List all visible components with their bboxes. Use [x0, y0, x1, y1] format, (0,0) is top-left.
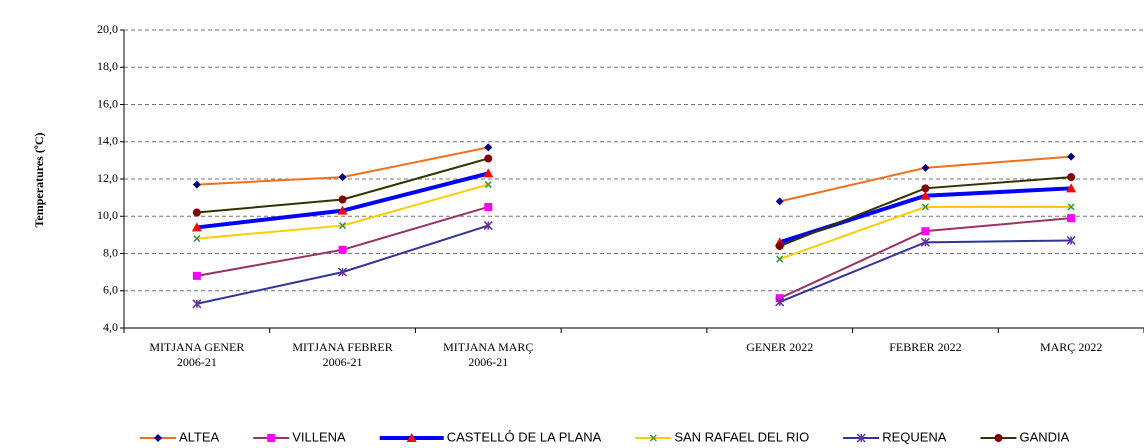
- marker: [337, 205, 348, 215]
- legend-label: GANDIA: [1019, 429, 1069, 444]
- y-axis-label: Temperatures (ºC): [32, 133, 46, 228]
- marker: [483, 221, 493, 231]
- marker: [338, 267, 348, 277]
- marker: [192, 299, 202, 309]
- x-tick-label: MITJANA MARÇ: [443, 340, 533, 354]
- marker: [483, 168, 494, 178]
- marker: [267, 434, 276, 442]
- y-tick-label: 6,0: [103, 283, 118, 297]
- y-tick-label: 12,0: [97, 171, 118, 185]
- y-tick-label: 14,0: [97, 134, 118, 148]
- marker: [193, 235, 201, 243]
- series-line: [196, 157, 1072, 247]
- marker: [484, 143, 493, 152]
- x-tick-label: FEBRER 2022: [889, 340, 961, 354]
- marker: [921, 163, 930, 172]
- marker: [776, 255, 784, 263]
- legend-item: REQUENA: [843, 429, 947, 444]
- marker: [921, 227, 930, 236]
- y-tick-label: 16,0: [97, 96, 118, 110]
- marker: [775, 242, 784, 251]
- marker: [484, 181, 492, 189]
- legend-label: VILLENA: [292, 429, 346, 444]
- marker: [1067, 152, 1076, 161]
- marker: [406, 433, 417, 442]
- marker: [1067, 173, 1076, 182]
- legend-item: GANDIA: [980, 429, 1070, 444]
- marker: [921, 184, 930, 193]
- marker: [1066, 183, 1077, 193]
- x-tick-label: 2006-21: [468, 355, 508, 369]
- legend-label: SAN RAFAEL DEL RIO: [674, 429, 809, 444]
- marker: [921, 203, 929, 211]
- marker: [1067, 203, 1075, 211]
- x-tick-label: MITJANA GENER: [149, 340, 244, 354]
- marker: [856, 433, 866, 443]
- marker: [1067, 214, 1076, 223]
- x-tick-label: MITJANA FEBRER: [292, 340, 392, 354]
- marker: [649, 434, 657, 442]
- series-line: [196, 205, 1072, 300]
- marker: [154, 434, 162, 442]
- x-tick-label: 2006-21: [323, 355, 363, 369]
- legend-label: CASTELLÓ DE LA PLANA: [447, 429, 602, 444]
- series-line: [196, 224, 1072, 305]
- y-tick-label: 20,0: [97, 22, 118, 36]
- marker: [775, 197, 784, 206]
- y-tick-label: 8,0: [103, 245, 118, 259]
- marker: [994, 434, 1003, 442]
- marker: [920, 190, 931, 200]
- marker: [191, 222, 202, 232]
- marker: [339, 222, 347, 230]
- x-tick-label: MARÇ 2022: [1040, 340, 1102, 354]
- marker: [192, 271, 201, 280]
- marker: [338, 245, 347, 254]
- marker: [338, 173, 347, 182]
- marker: [338, 195, 347, 204]
- legend-item: VILLENA: [253, 429, 346, 444]
- marker: [1066, 235, 1076, 245]
- x-tick-label: GENER 2022: [746, 340, 813, 354]
- legend-item: CASTELLÓ DE LA PLANA: [379, 429, 602, 444]
- marker: [484, 154, 493, 163]
- x-tick-label: 2006-21: [177, 355, 217, 369]
- y-tick-label: 10,0: [97, 208, 118, 222]
- y-tick-label: 18,0: [97, 59, 118, 73]
- legend-label: ALTEA: [179, 429, 220, 444]
- marker: [192, 208, 201, 217]
- marker: [192, 180, 201, 189]
- legend-label: REQUENA: [882, 429, 947, 444]
- legend-item: SAN RAFAEL DEL RIO: [635, 429, 809, 444]
- legend-item: ALTEA: [140, 429, 220, 444]
- y-tick-label: 4,0: [103, 320, 118, 334]
- marker: [775, 297, 785, 307]
- marker: [920, 237, 930, 247]
- marker: [484, 202, 493, 211]
